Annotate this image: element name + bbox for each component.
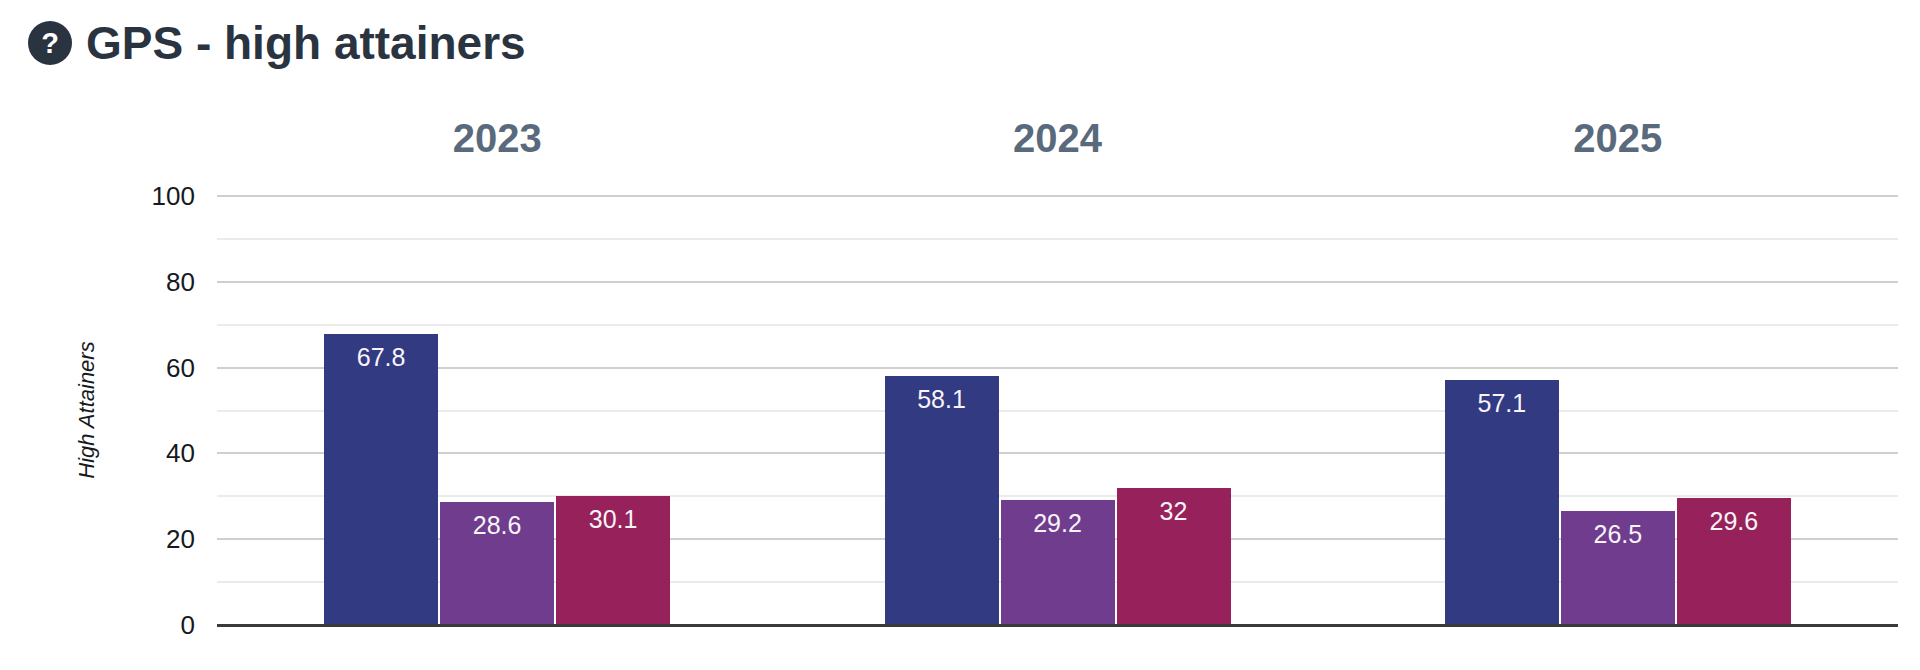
bar[interactable]: 29.2 [1001, 500, 1115, 625]
facet-title: 2025 [1573, 116, 1662, 160]
y-axis-tick-label: 40 [105, 440, 195, 466]
bar-value-label: 26.5 [1561, 520, 1675, 549]
gridline-minor [217, 410, 1898, 412]
gridline-major [217, 452, 1898, 454]
y-axis-tick-label: 80 [105, 269, 195, 295]
bar-value-label: 29.2 [1001, 509, 1115, 538]
bar[interactable]: 67.8 [324, 334, 438, 625]
bar[interactable]: 29.6 [1677, 498, 1791, 625]
facet-title: 2024 [1013, 116, 1102, 160]
bar[interactable]: 32 [1117, 488, 1231, 625]
bar-value-label: 28.6 [440, 511, 554, 540]
gridline-minor [217, 238, 1898, 240]
question-mark-icon[interactable]: ? [28, 21, 72, 65]
bar[interactable]: 57.1 [1445, 380, 1559, 625]
gridline-major [217, 195, 1898, 197]
bar[interactable]: 30.1 [556, 496, 670, 625]
x-axis-line [217, 624, 1898, 627]
y-axis-title: High Attainers [74, 341, 100, 478]
gridline-major [217, 367, 1898, 369]
y-axis-tick-label: 0 [105, 612, 195, 638]
facet-title: 2023 [453, 116, 542, 160]
y-axis-tick-label: 100 [105, 183, 195, 209]
y-axis-tick-label: 20 [105, 526, 195, 552]
gridline-minor [217, 495, 1898, 497]
bar[interactable]: 58.1 [885, 376, 999, 625]
bar[interactable]: 26.5 [1561, 511, 1675, 625]
bar-value-label: 32 [1117, 497, 1231, 526]
chart-header: ? GPS - high attainers [28, 16, 526, 70]
bar-value-label: 30.1 [556, 505, 670, 534]
bar[interactable]: 28.6 [440, 502, 554, 625]
bar-value-label: 29.6 [1677, 507, 1791, 536]
gridline-major [217, 281, 1898, 283]
bar-value-label: 67.8 [324, 343, 438, 372]
bar-value-label: 58.1 [885, 385, 999, 414]
bar-value-label: 57.1 [1445, 389, 1559, 418]
y-axis-tick-label: 60 [105, 355, 195, 381]
gridline-minor [217, 324, 1898, 326]
chart-title: GPS - high attainers [86, 16, 526, 70]
